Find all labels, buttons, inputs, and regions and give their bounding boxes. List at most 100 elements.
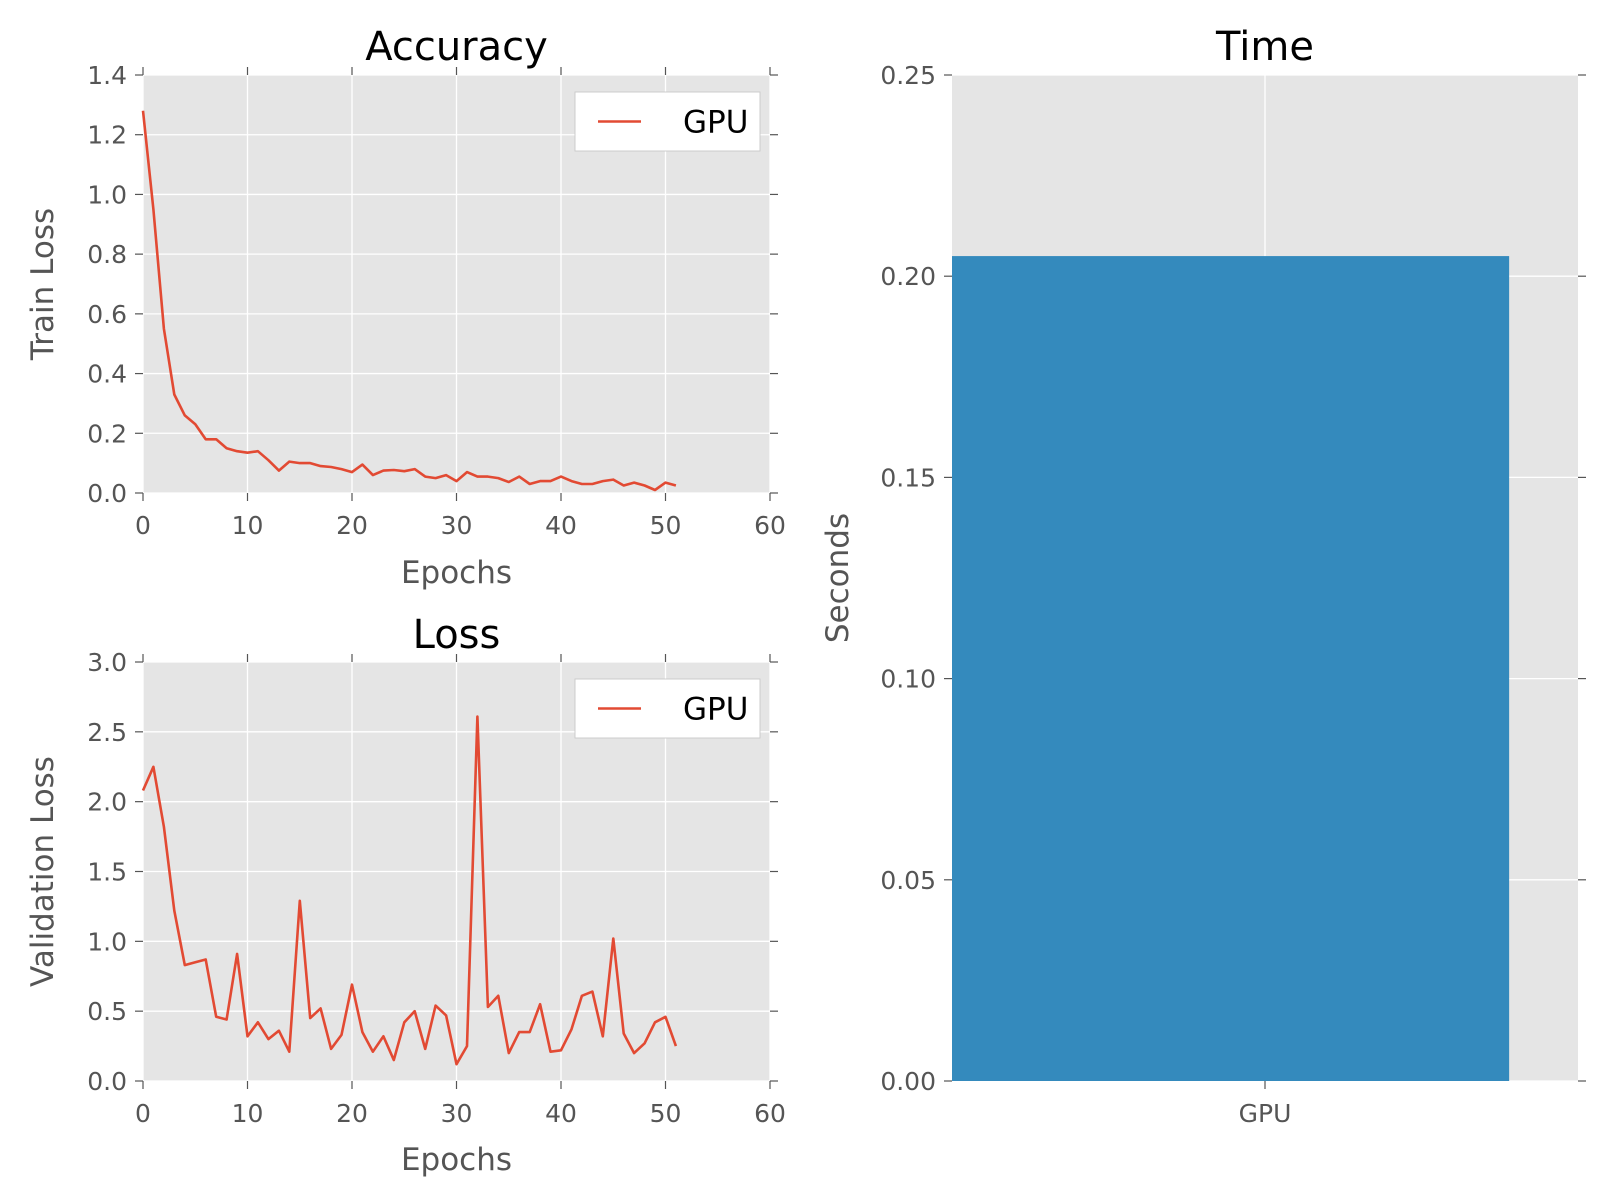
accuracy-data-point <box>507 481 510 484</box>
accuracy-data-point <box>403 470 406 473</box>
accuracy-data-point <box>278 469 281 472</box>
loss-xtick-label: 50 <box>650 1099 682 1128</box>
loss-data-point <box>643 1042 646 1045</box>
accuracy-data-point <box>184 414 187 417</box>
accuracy-data-point <box>246 451 249 454</box>
time-ytick-label: 0.25 <box>880 61 936 90</box>
accuracy-ytick-label: 1.2 <box>87 121 127 150</box>
accuracy-data-point <box>622 484 625 487</box>
loss-ytick-label: 2.0 <box>87 788 127 817</box>
accuracy-data-point <box>257 450 260 453</box>
loss-xtick-label: 40 <box>545 1099 577 1128</box>
accuracy-ytick-label: 0.8 <box>87 240 127 269</box>
loss-chart: 0.0 0.5 1.0 1.5 2.0 2.5 3.0 0 10 20 30 40 50 60 GPU Los… <box>25 612 786 1178</box>
loss-data-point <box>434 1004 437 1007</box>
loss-data-point <box>330 1048 333 1051</box>
loss-xtick-label: 0 <box>135 1099 151 1128</box>
loss-data-point <box>246 1035 249 1038</box>
accuracy-data-point <box>549 480 552 483</box>
accuracy-data-point <box>633 481 636 484</box>
accuracy-series-line-gpu <box>141 110 677 492</box>
accuracy-data-point <box>267 459 270 462</box>
loss-xtick-label: 30 <box>441 1099 473 1128</box>
accuracy-data-point <box>664 481 667 484</box>
loss-data-point <box>142 789 145 792</box>
accuracy-data-point <box>612 478 615 481</box>
accuracy-legend-label: GPU <box>683 105 748 141</box>
accuracy-data-point <box>351 471 354 474</box>
accuracy-ytick-label: 0.4 <box>87 360 127 389</box>
accuracy-data-point <box>288 460 291 463</box>
loss-data-point <box>581 995 584 998</box>
loss-data-point <box>602 1035 605 1038</box>
accuracy-xtick-label: 40 <box>545 511 577 540</box>
loss-data-point <box>528 1031 531 1034</box>
accuracy-ytick-label: 1.0 <box>87 180 127 209</box>
loss-data-point <box>236 953 239 956</box>
accuracy-data-point <box>319 465 322 468</box>
accuracy-xtick-label: 20 <box>336 511 368 540</box>
loss-data-point <box>257 1021 260 1024</box>
accuracy-data-point <box>675 484 678 487</box>
loss-data-point <box>497 995 500 998</box>
accuracy-data-point <box>445 474 448 477</box>
loss-data-point <box>591 990 594 993</box>
accuracy-ytick-label: 0.0 <box>87 479 127 508</box>
accuracy-data-point <box>643 484 646 487</box>
accuracy-data-point <box>330 466 333 469</box>
loss-data-point <box>163 826 166 829</box>
loss-data-point <box>382 1035 385 1038</box>
loss-data-point <box>622 1032 625 1035</box>
time-ylabel: Seconds <box>820 513 856 643</box>
accuracy-data-point <box>340 468 343 471</box>
loss-data-point <box>654 1021 657 1024</box>
accuracy-data-point <box>194 423 197 426</box>
accuracy-data-point <box>309 462 312 465</box>
loss-data-point <box>675 1045 678 1048</box>
loss-data-point <box>455 1063 458 1066</box>
loss-data-point <box>393 1059 396 1062</box>
loss-data-point <box>507 1052 510 1055</box>
accuracy-ylabel: Train Loss <box>25 208 61 361</box>
loss-data-point <box>194 961 197 964</box>
loss-data-point <box>560 1049 563 1052</box>
loss-data-point <box>633 1052 636 1055</box>
loss-data-point <box>518 1031 521 1034</box>
accuracy-ytick-label: 0.6 <box>87 300 127 329</box>
accuracy-data-point <box>413 468 416 471</box>
loss-xtick-label: 20 <box>336 1099 368 1128</box>
accuracy-data-point <box>361 463 364 466</box>
loss-data-point <box>173 909 176 912</box>
accuracy-data-point <box>654 489 657 492</box>
loss-legend: GPU <box>574 678 761 739</box>
accuracy-chart: 0.0 0.2 0.4 0.6 0.8 1.0 1.2 1.4 0 10 20 30 40 50 60 GPU… <box>25 24 786 591</box>
loss-data-point <box>612 937 615 940</box>
accuracy-data-point <box>298 462 301 465</box>
accuracy-ytick-label: 1.4 <box>87 61 127 90</box>
time-ytick-label: 0.15 <box>880 463 936 492</box>
loss-ylabel: Validation Loss <box>25 756 61 987</box>
loss-data-point <box>539 1003 542 1006</box>
loss-ytick-label: 2.5 <box>87 718 127 747</box>
accuracy-xtick-label: 60 <box>754 511 786 540</box>
loss-data-point <box>466 1045 469 1048</box>
accuracy-data-point <box>539 480 542 483</box>
loss-data-point <box>664 1015 667 1018</box>
accuracy-data-point <box>393 469 396 472</box>
accuracy-data-point <box>424 475 427 478</box>
loss-title: Loss <box>413 612 501 658</box>
accuracy-data-point <box>204 438 207 441</box>
time-ytick-label: 0.10 <box>880 665 936 694</box>
loss-ytick-label: 0.0 <box>87 1067 127 1096</box>
loss-data-point <box>184 964 187 967</box>
loss-data-point <box>487 1006 490 1009</box>
loss-data-point <box>288 1050 291 1053</box>
accuracy-data-point <box>142 110 145 113</box>
loss-ytick-label: 1.5 <box>87 858 127 887</box>
time-ytick-label: 0.00 <box>880 1067 936 1096</box>
time-title: Time <box>1215 24 1314 70</box>
accuracy-title: Accuracy <box>365 24 548 70</box>
time-bar-gpu <box>952 256 1510 1082</box>
loss-data-point <box>225 1018 228 1021</box>
